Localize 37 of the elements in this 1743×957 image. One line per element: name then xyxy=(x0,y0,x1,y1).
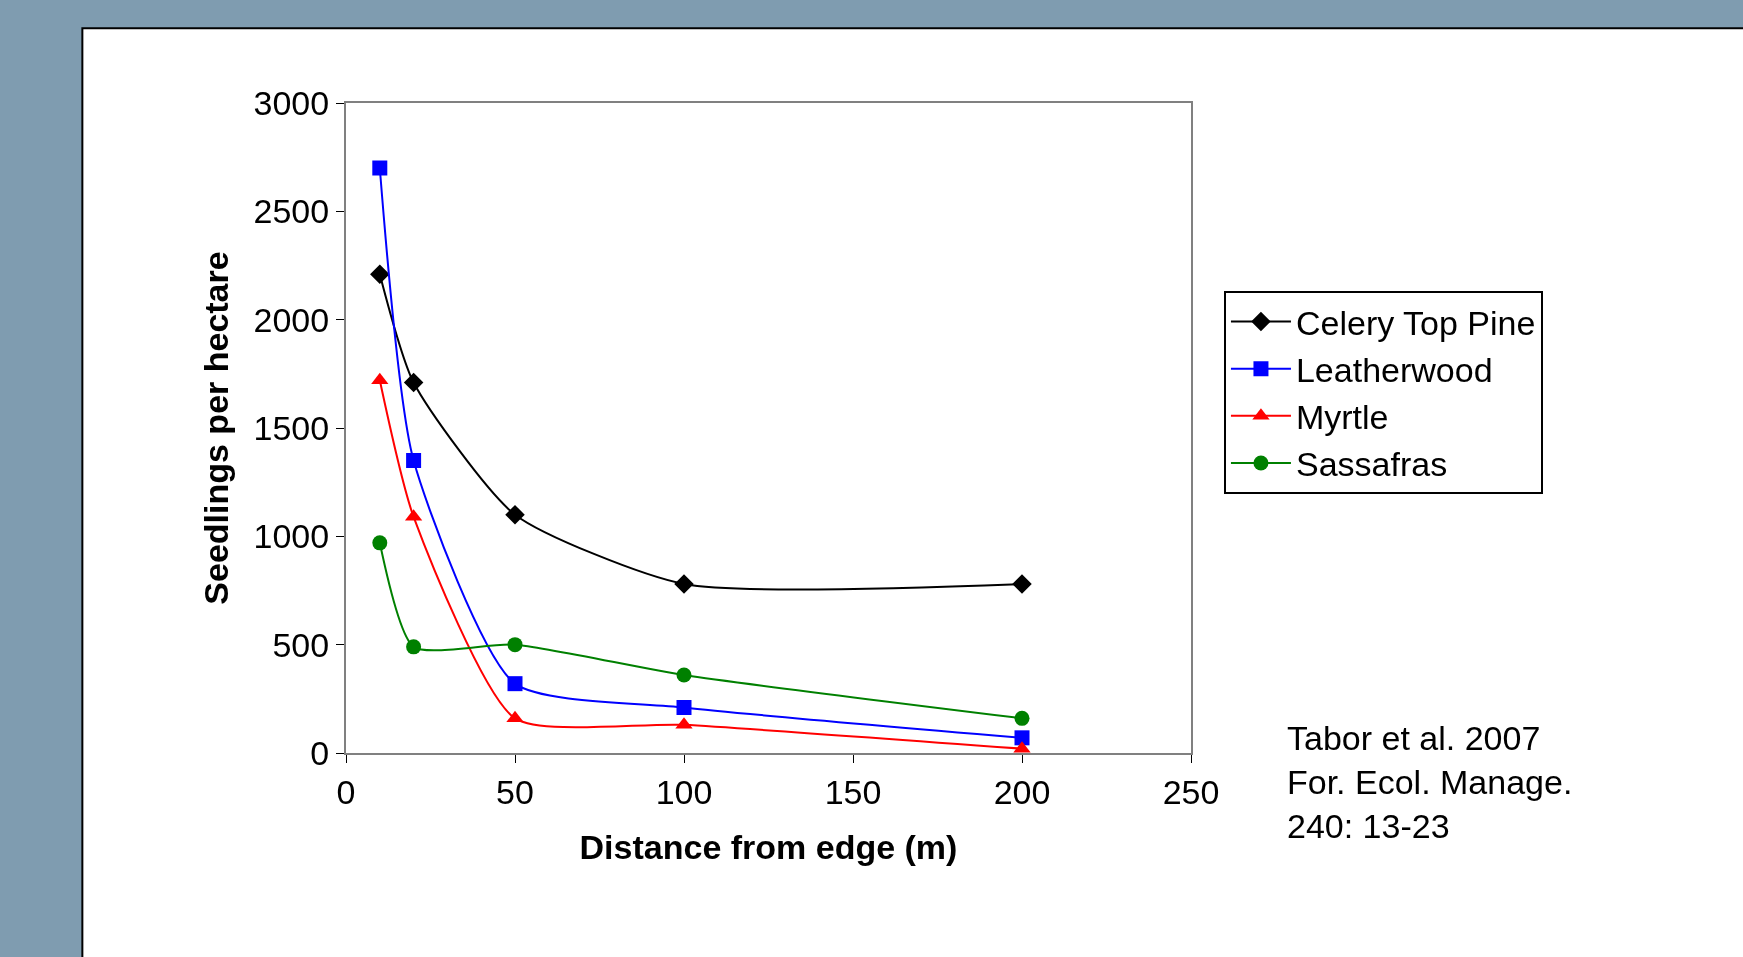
y-tick-label: 1500 xyxy=(253,408,330,447)
x-tick-label: 150 xyxy=(824,772,882,811)
x-axis-title: Distance from edge (m) xyxy=(579,827,958,866)
legend-label: Celery Top Pine xyxy=(1295,303,1536,342)
y-tick-label: 2500 xyxy=(253,192,330,231)
point xyxy=(1012,574,1032,594)
point xyxy=(507,637,523,653)
point xyxy=(371,372,389,385)
point xyxy=(506,710,524,723)
point xyxy=(406,639,422,655)
y-tick-label: 2000 xyxy=(253,300,330,339)
point xyxy=(406,453,422,468)
point xyxy=(507,676,523,692)
point xyxy=(372,160,388,176)
point xyxy=(403,372,424,393)
y-tick-label: 3000 xyxy=(253,83,330,122)
point xyxy=(1014,710,1030,726)
point xyxy=(676,700,692,715)
x-tick-label: 200 xyxy=(993,772,1051,811)
point xyxy=(1014,730,1030,746)
legend-label: Leatherwood xyxy=(1295,350,1493,389)
x-tick-label: 0 xyxy=(336,772,356,811)
point xyxy=(505,504,525,525)
y-tick-label: 500 xyxy=(272,625,330,664)
y-tick-label: 0 xyxy=(310,733,330,772)
point xyxy=(370,264,390,284)
x-tick-label: 100 xyxy=(655,772,713,811)
text: Tabor et al. 2007 For. Ecol. Manage. 240: 13-23 xyxy=(1287,719,1573,846)
legend-label: Sassafras xyxy=(1295,445,1448,484)
point xyxy=(676,667,692,683)
point xyxy=(372,535,388,551)
x-tick-label: 250 xyxy=(1162,772,1220,811)
y-axis-title: Seedlings per hectare xyxy=(196,251,235,605)
y-tick-label: 1000 xyxy=(253,517,330,556)
x-tick-label: 50 xyxy=(496,772,534,811)
legend-label: Myrtle xyxy=(1295,398,1389,437)
point xyxy=(674,574,694,594)
